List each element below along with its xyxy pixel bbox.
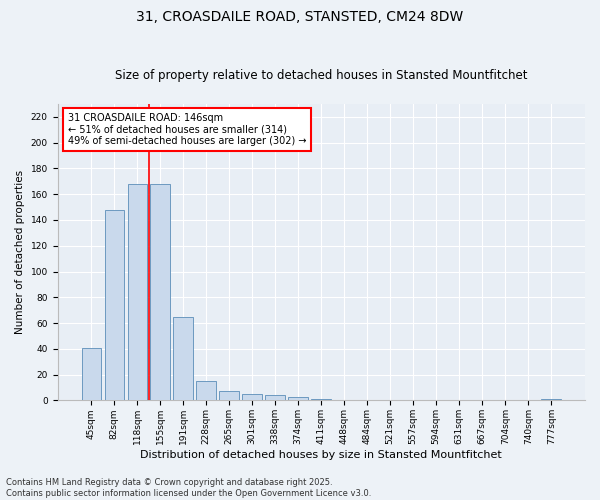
X-axis label: Distribution of detached houses by size in Stansted Mountfitchet: Distribution of detached houses by size … <box>140 450 502 460</box>
Bar <box>289 396 308 400</box>
Bar <box>196 381 216 400</box>
Bar <box>151 184 170 400</box>
Text: 31 CROASDAILE ROAD: 146sqm
← 51% of detached houses are smaller (314)
49% of sem: 31 CROASDAILE ROAD: 146sqm ← 51% of deta… <box>68 113 307 146</box>
Bar <box>220 392 239 400</box>
Bar <box>541 399 561 400</box>
Text: 31, CROASDAILE ROAD, STANSTED, CM24 8DW: 31, CROASDAILE ROAD, STANSTED, CM24 8DW <box>136 10 464 24</box>
Bar <box>128 184 147 400</box>
Bar <box>82 348 101 401</box>
Title: Size of property relative to detached houses in Stansted Mountfitchet: Size of property relative to detached ho… <box>115 69 527 82</box>
Y-axis label: Number of detached properties: Number of detached properties <box>15 170 25 334</box>
Text: Contains HM Land Registry data © Crown copyright and database right 2025.
Contai: Contains HM Land Registry data © Crown c… <box>6 478 371 498</box>
Bar <box>242 394 262 400</box>
Bar <box>311 399 331 400</box>
Bar <box>104 210 124 400</box>
Bar <box>173 316 193 400</box>
Bar <box>265 396 285 400</box>
